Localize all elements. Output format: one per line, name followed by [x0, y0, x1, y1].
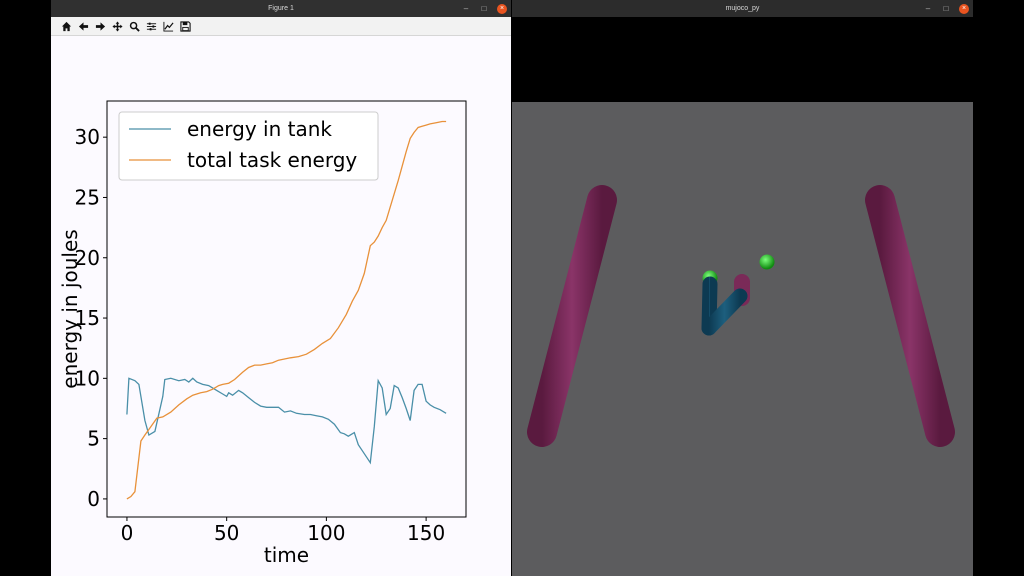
y-tick-label: 5: [87, 427, 100, 451]
mujoco-window: mujoco_py – □ ×: [512, 0, 973, 576]
pan-icon[interactable]: [110, 19, 125, 34]
x-tick-label: 0: [121, 521, 134, 545]
series-line-task: [126, 120, 447, 500]
series-group: [126, 120, 447, 500]
minimize-icon[interactable]: –: [925, 3, 931, 13]
close-icon[interactable]: ×: [497, 3, 507, 14]
mujoco-title-bar[interactable]: mujoco_py – □ ×: [512, 0, 973, 17]
arena-wall-left: [527, 185, 617, 447]
figure-window-title: Figure 1: [268, 5, 294, 12]
x-tick-label: 50: [214, 521, 239, 545]
legend-label-tank: energy in tank: [187, 117, 332, 141]
minimize-icon[interactable]: –: [463, 3, 469, 13]
figure-window: Figure 1 – □ × 0 50 100 150 0 5 10 15 20 25 30 tim…: [51, 0, 511, 576]
x-tick-label: 100: [307, 521, 345, 545]
y-tick-label: 20: [75, 246, 100, 270]
figure-title-bar[interactable]: Figure 1 – □ ×: [51, 0, 511, 17]
y-axis-label: energy in joules: [58, 229, 82, 388]
x-tick-label: 150: [407, 521, 445, 545]
y-tick-label: 30: [75, 125, 100, 149]
y-tick-label: 0: [87, 487, 100, 511]
target-sphere: [759, 254, 775, 270]
maximize-icon[interactable]: □: [943, 3, 949, 13]
back-icon[interactable]: [76, 19, 91, 34]
edit-axis-icon[interactable]: [161, 19, 176, 34]
x-axis-label: time: [264, 543, 309, 567]
figure-toolbar: [51, 17, 511, 36]
configure-subplots-icon[interactable]: [144, 19, 159, 34]
robot-arm-link-2: [701, 288, 748, 336]
zoom-icon[interactable]: [127, 19, 142, 34]
save-icon[interactable]: [178, 19, 193, 34]
y-tick-label: 25: [75, 185, 100, 209]
axes-frame: [106, 100, 467, 518]
y-tick-label: 15: [75, 306, 100, 330]
close-icon[interactable]: ×: [959, 3, 969, 14]
energy-plot: 0 50 100 150 0 5 10 15 20 25 30 time energy in jou…: [58, 100, 467, 567]
maximize-icon[interactable]: □: [481, 3, 487, 13]
home-icon[interactable]: [59, 19, 74, 34]
forward-icon[interactable]: [93, 19, 108, 34]
y-tick-label: 10: [75, 366, 100, 390]
arena-wall-right: [865, 185, 955, 447]
mujoco-window-title: mujoco_py: [725, 5, 760, 12]
simulation-viewport[interactable]: [512, 102, 973, 576]
axis-ticks: 0 50 100 150 0 5 10 15 20 25 30: [75, 125, 446, 545]
legend: energy in tank total task energy: [118, 111, 379, 181]
scene: [527, 185, 955, 451]
legend-label-task: total task energy: [187, 148, 357, 172]
series-line-tank: [126, 377, 447, 465]
